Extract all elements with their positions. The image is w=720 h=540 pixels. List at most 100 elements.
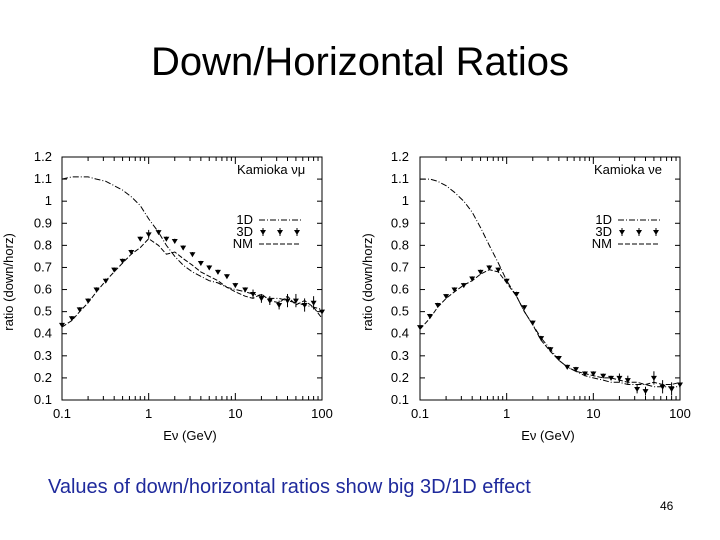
y-tick-label: 0.8 xyxy=(391,237,409,252)
y-tick-label: 0.6 xyxy=(34,282,52,297)
data-point-3d xyxy=(276,303,283,309)
legend-label: NM xyxy=(592,236,612,251)
legend-swatch xyxy=(619,230,625,235)
x-tick-label: 1 xyxy=(503,406,510,421)
data-point-3d xyxy=(668,386,675,392)
data-point-3d xyxy=(137,236,144,242)
y-tick-label: 0.1 xyxy=(391,392,409,407)
y-tick-label: 0.4 xyxy=(391,326,409,341)
data-point-3d xyxy=(624,378,631,384)
data-point-3d xyxy=(426,314,433,320)
y-tick-label: 0.3 xyxy=(34,348,52,363)
data-point-3d xyxy=(93,287,100,293)
y-tick-label: 0.5 xyxy=(391,304,409,319)
series-line-1d xyxy=(420,178,680,388)
x-axis-label: Eν (GeV) xyxy=(521,428,574,443)
data-point-3d xyxy=(85,298,92,304)
data-point-3d xyxy=(258,296,265,302)
data-point-3d xyxy=(443,294,450,300)
y-tick-label: 0.9 xyxy=(34,215,52,230)
data-point-3d xyxy=(608,375,615,381)
legend-label: 1D xyxy=(236,212,253,227)
data-point-3d xyxy=(301,303,308,309)
y-axis-label: ratio (down/horz) xyxy=(360,233,375,331)
legend-label: 3D xyxy=(236,224,253,239)
data-point-3d xyxy=(477,269,484,275)
y-tick-label: 1 xyxy=(402,193,409,208)
data-point-3d xyxy=(659,384,666,390)
data-point-3d xyxy=(495,267,502,273)
x-tick-label: 10 xyxy=(228,406,242,421)
data-point-3d xyxy=(155,230,162,236)
y-tick-label: 0.9 xyxy=(391,215,409,230)
panel-title: Kamioka νμ xyxy=(237,162,305,177)
panel-title: Kamioka νe xyxy=(594,162,662,177)
data-point-3d xyxy=(223,274,230,280)
data-point-3d xyxy=(310,300,317,306)
x-tick-label: 0.1 xyxy=(53,406,71,421)
x-axis-label: Eν (GeV) xyxy=(163,428,216,443)
data-point-3d xyxy=(600,373,607,379)
right-panel-kamioka-nue: 0.1 0.2 0.3 0.4 0.5 0.6 0.7 0.8 0.9 1 1.1 1.2 0.1 1 10… xyxy=(360,149,691,443)
data-point-3d xyxy=(590,371,597,377)
legend-swatch xyxy=(636,230,642,235)
data-point-3d xyxy=(111,267,118,273)
data-point-3d xyxy=(521,305,528,311)
data-point-3d xyxy=(677,382,683,388)
y-tick-label: 1.1 xyxy=(34,171,52,186)
legend-swatch xyxy=(277,230,283,235)
y-axis-label: ratio (down/horz) xyxy=(1,233,16,331)
x-tick-label: 100 xyxy=(669,406,691,421)
y-tick-label: 1.1 xyxy=(391,171,409,186)
legend-label: 3D xyxy=(595,224,612,239)
x-tick-label: 0.1 xyxy=(411,406,429,421)
data-point-3d xyxy=(76,307,83,313)
data-point-3d xyxy=(128,249,135,255)
y-tick-label: 0.2 xyxy=(391,370,409,385)
data-point-3d xyxy=(503,278,510,284)
data-point-3d xyxy=(292,298,299,304)
y-tick-label: 0.1 xyxy=(34,392,52,407)
data-point-3d xyxy=(163,236,170,242)
plot-frame xyxy=(419,156,681,401)
data-point-3d xyxy=(119,258,126,264)
data-point-3d xyxy=(180,245,187,251)
legend-swatch xyxy=(260,230,266,235)
data-point-3d xyxy=(547,347,554,353)
data-point-3d xyxy=(206,265,213,271)
data-point-3d xyxy=(451,287,458,293)
slide-number: 46 xyxy=(660,499,674,513)
data-point-3d xyxy=(634,386,641,392)
data-point-3d xyxy=(189,252,196,258)
series-line-nm xyxy=(419,269,681,386)
data-point-3d xyxy=(434,303,441,309)
x-tick-label: 100 xyxy=(311,406,333,421)
series-line-1d xyxy=(61,176,323,310)
y-tick-label: 1.2 xyxy=(34,149,52,164)
series-line-nm xyxy=(61,238,323,328)
data-point-3d xyxy=(650,375,657,381)
y-tick-label: 0.8 xyxy=(34,237,52,252)
data-point-3d xyxy=(59,322,65,328)
legend-label: 1D xyxy=(595,212,612,227)
plot-frame xyxy=(61,156,323,401)
data-point-3d xyxy=(242,287,249,293)
data-point-3d xyxy=(250,291,257,297)
data-point-3d xyxy=(486,265,493,271)
data-point-3d xyxy=(284,298,291,304)
data-point-3d xyxy=(319,309,325,315)
y-tick-label: 0.5 xyxy=(34,304,52,319)
slide-title: Down/Horizontal Ratios xyxy=(151,40,569,84)
data-point-3d xyxy=(572,367,579,373)
data-point-3d xyxy=(513,291,520,297)
slide-caption: Values of down/horizontal ratios show bi… xyxy=(48,476,531,498)
y-tick-label: 0.2 xyxy=(34,370,52,385)
legend-swatch xyxy=(653,230,659,235)
y-tick-label: 0.7 xyxy=(34,259,52,274)
data-point-3d xyxy=(555,356,562,362)
data-point-3d xyxy=(469,276,476,282)
left-panel-kamioka-numu: 0.1 0.2 0.3 0.4 0.5 0.6 0.7 0.8 0.9 1 1.1 1.2 0.1 1 10… xyxy=(1,149,333,443)
y-tick-label: 1 xyxy=(45,193,52,208)
data-point-3d xyxy=(145,232,152,238)
